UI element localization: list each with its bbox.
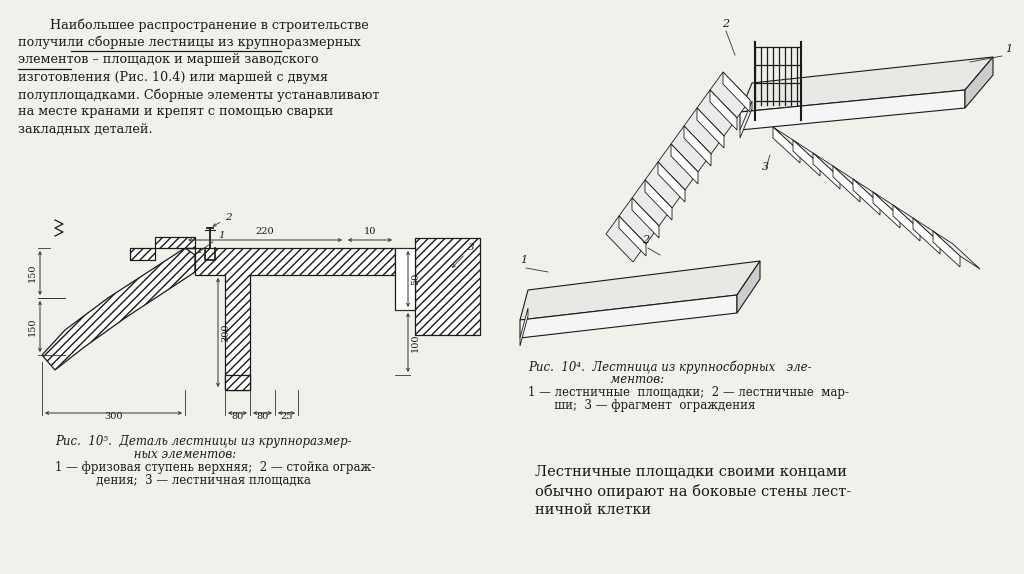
Polygon shape — [606, 216, 646, 262]
Text: ных элементов:: ных элементов: — [55, 448, 237, 461]
Text: Рис.  10⁵.  Деталь лестницы из крупноразмер-: Рис. 10⁵. Деталь лестницы из крупноразме… — [55, 435, 351, 448]
Polygon shape — [42, 248, 195, 370]
Text: 80: 80 — [231, 412, 244, 421]
Polygon shape — [684, 108, 724, 154]
Polygon shape — [671, 126, 711, 172]
Polygon shape — [697, 90, 737, 136]
Text: 2: 2 — [213, 213, 231, 226]
Polygon shape — [913, 218, 940, 254]
Text: 100: 100 — [411, 333, 420, 352]
Polygon shape — [737, 261, 760, 313]
Text: 1: 1 — [1005, 44, 1012, 54]
Polygon shape — [893, 205, 940, 243]
Text: 1: 1 — [520, 255, 527, 265]
Text: 1 — фризовая ступень верхняя;  2 — стойка ограж-: 1 — фризовая ступень верхняя; 2 — стойка… — [55, 461, 375, 474]
Polygon shape — [773, 127, 820, 165]
Text: ментов:: ментов: — [528, 373, 665, 386]
Polygon shape — [813, 153, 860, 191]
Text: ши;  3 — фрагмент  ограждения: ши; 3 — фрагмент ограждения — [528, 399, 756, 412]
Text: 25: 25 — [281, 412, 293, 421]
Polygon shape — [740, 101, 752, 138]
Polygon shape — [773, 127, 800, 163]
Polygon shape — [520, 295, 737, 338]
Polygon shape — [671, 144, 698, 184]
Polygon shape — [618, 216, 646, 256]
Polygon shape — [618, 198, 659, 244]
Polygon shape — [658, 162, 685, 202]
Text: ничной клетки: ничной клетки — [535, 503, 651, 517]
Polygon shape — [710, 72, 750, 118]
Polygon shape — [185, 248, 395, 390]
Text: элементов – площадок и маршей заводского: элементов – площадок и маршей заводского — [18, 53, 318, 66]
Text: обычно опирают на боковые стены лест-: обычно опирают на боковые стены лест- — [535, 484, 851, 499]
Polygon shape — [697, 108, 724, 148]
Polygon shape — [723, 72, 750, 112]
Polygon shape — [853, 179, 900, 217]
Polygon shape — [645, 180, 672, 220]
Text: 220: 220 — [256, 227, 274, 236]
Polygon shape — [520, 308, 528, 346]
Polygon shape — [813, 153, 840, 189]
Polygon shape — [395, 248, 415, 310]
Polygon shape — [155, 237, 195, 248]
Polygon shape — [645, 162, 685, 208]
Text: 2: 2 — [642, 235, 649, 245]
Text: получили сборные лестницы из крупноразмерных: получили сборные лестницы из крупноразме… — [18, 36, 360, 49]
Text: 50: 50 — [411, 273, 420, 285]
Text: полуплощадками. Сборные элементы устанавливают: полуплощадками. Сборные элементы устанав… — [18, 88, 379, 102]
Polygon shape — [913, 218, 961, 256]
Polygon shape — [933, 231, 961, 267]
Polygon shape — [853, 179, 880, 215]
Polygon shape — [684, 126, 711, 166]
Polygon shape — [520, 261, 760, 320]
Polygon shape — [833, 166, 860, 202]
Polygon shape — [965, 57, 993, 108]
Polygon shape — [632, 198, 659, 238]
Polygon shape — [833, 166, 880, 204]
Text: Лестничные площадки своими концами: Лестничные площадки своими концами — [535, 465, 847, 479]
Text: дения;  3 — лестничная площадка: дения; 3 — лестничная площадка — [55, 474, 311, 487]
Text: 300: 300 — [221, 323, 230, 342]
Text: 3: 3 — [453, 243, 475, 267]
Polygon shape — [130, 248, 155, 260]
Text: 150: 150 — [28, 317, 37, 336]
Text: Наибольшее распространение в строительстве: Наибольшее распространение в строительст… — [18, 18, 369, 32]
Text: 300: 300 — [104, 412, 123, 421]
Text: 1: 1 — [198, 231, 224, 253]
Polygon shape — [658, 144, 698, 190]
Polygon shape — [225, 375, 250, 390]
Text: 2: 2 — [722, 19, 729, 29]
Polygon shape — [740, 90, 965, 130]
Text: 80: 80 — [256, 412, 268, 421]
Text: 150: 150 — [28, 263, 37, 282]
Polygon shape — [793, 140, 840, 178]
Text: 10: 10 — [364, 227, 376, 236]
Text: на месте кранами и крепят с помощью сварки: на месте кранами и крепят с помощью свар… — [18, 106, 334, 118]
Text: 3: 3 — [762, 162, 769, 172]
Text: 1 — лестничные  площадки;  2 — лестничные  мар-: 1 — лестничные площадки; 2 — лестничные … — [528, 386, 849, 399]
Polygon shape — [710, 90, 737, 130]
Text: изготовления (Рис. 10.4) или маршей с двумя: изготовления (Рис. 10.4) или маршей с дв… — [18, 71, 328, 83]
Polygon shape — [740, 57, 993, 112]
Polygon shape — [873, 192, 900, 228]
Polygon shape — [893, 205, 920, 241]
Polygon shape — [793, 140, 820, 176]
Polygon shape — [933, 231, 980, 269]
Text: закладных деталей.: закладных деталей. — [18, 123, 153, 136]
Polygon shape — [632, 180, 672, 226]
Polygon shape — [873, 192, 920, 230]
Polygon shape — [415, 238, 480, 335]
Text: Рис.  10⁴.  Лестница из крупносборных   эле-: Рис. 10⁴. Лестница из крупносборных эле- — [528, 360, 812, 374]
